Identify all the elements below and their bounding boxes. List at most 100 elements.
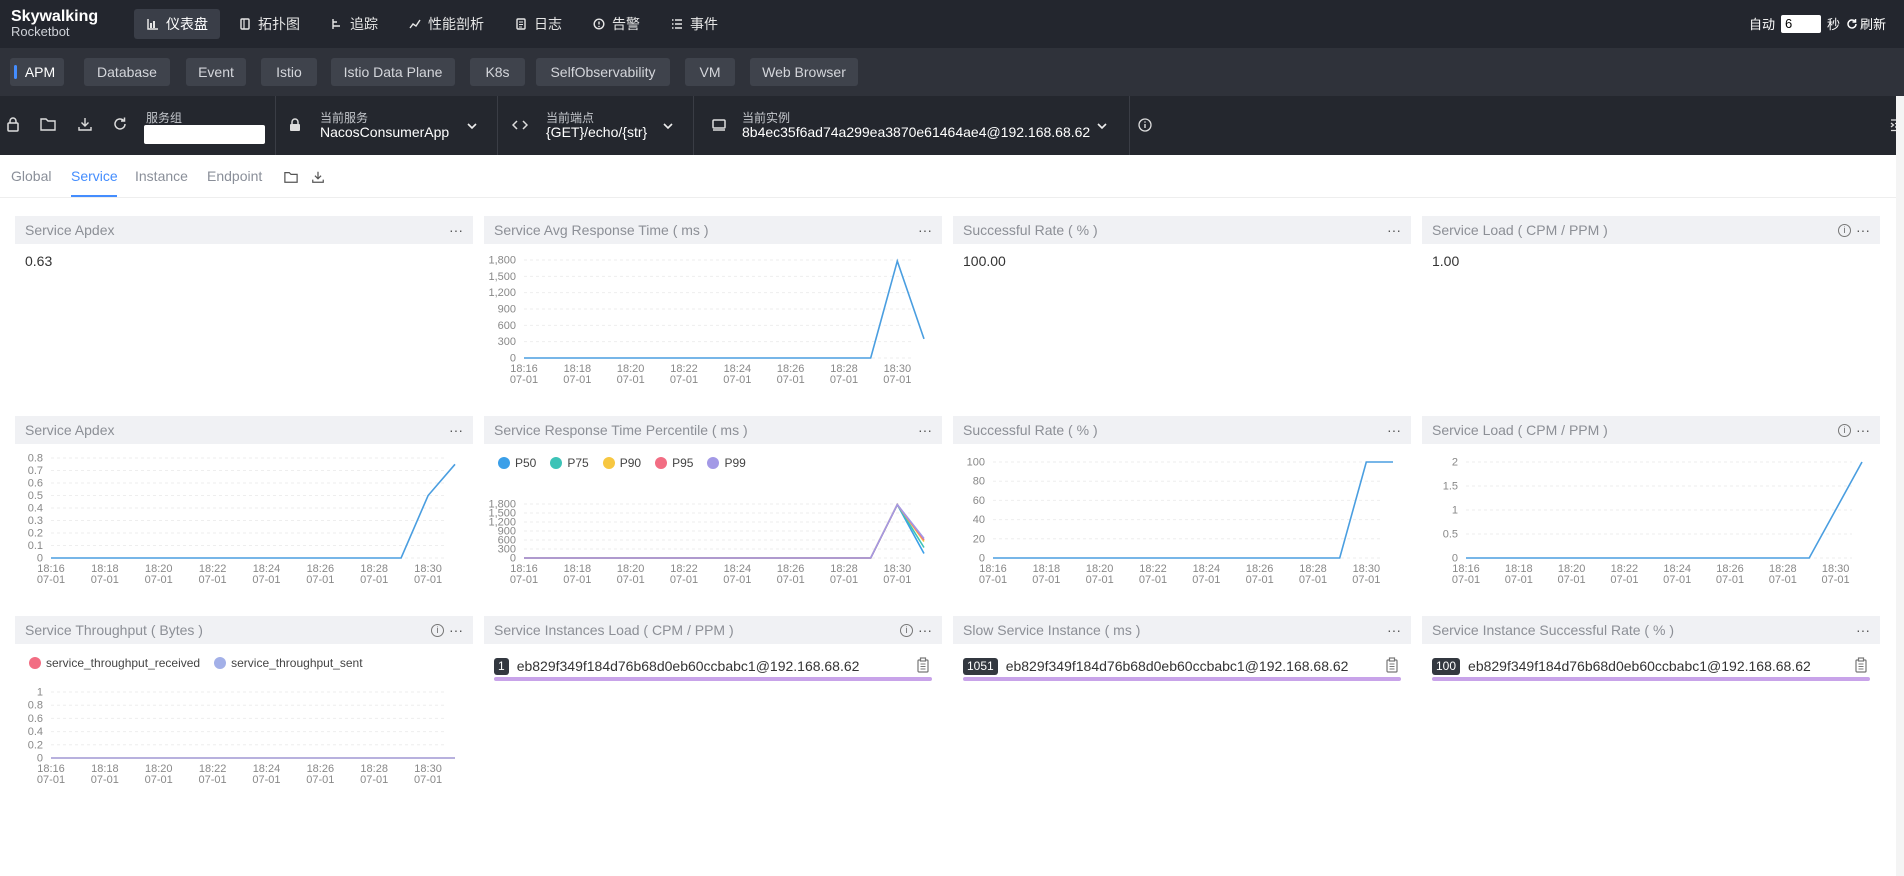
legend-p95[interactable]: P95 (655, 456, 693, 470)
endpoint-selector[interactable]: 当前端点 {GET}/echo/{str} (498, 96, 694, 155)
y-tick-label: 40 (973, 514, 985, 526)
x-tick-label: 18:18 (91, 763, 119, 775)
list-item[interactable]: 1051 eb829f349f184d76b68d0eb60ccbabc1@19… (963, 656, 1401, 676)
nav-log[interactable]: 日志 (502, 9, 574, 39)
nav-trace[interactable]: 追踪 (318, 9, 390, 39)
nav-dashboard[interactable]: 仪表盘 (134, 9, 220, 39)
reload-icon[interactable] (112, 116, 128, 132)
tab-web-browser[interactable]: Web Browser (750, 58, 858, 86)
tab-event[interactable]: Event (186, 58, 246, 86)
legend-p75[interactable]: P75 (550, 456, 589, 470)
legend-received[interactable]: service_throughput_received (29, 656, 200, 670)
card-title: Service Load ( CPM / PPM ) (1432, 422, 1608, 438)
more-icon[interactable]: ··· (1387, 422, 1401, 438)
more-icon[interactable]: ··· (1856, 222, 1870, 238)
y-tick-label: 0.2 (28, 739, 43, 751)
nav-topology[interactable]: 拓扑图 (226, 9, 312, 39)
subtab-endpoint[interactable]: Endpoint (207, 168, 263, 184)
download-icon[interactable] (77, 116, 93, 132)
tab-istio[interactable]: Istio (261, 58, 317, 86)
nav-alarm[interactable]: 告警 (580, 9, 652, 39)
x-tick-label: 18:24 (253, 563, 281, 575)
card-avg-response: Service Avg Response Time ( ms ) ··· 0 300… (484, 216, 942, 406)
clipboard-icon[interactable] (916, 657, 930, 673)
y-tick-label: 1,800 (488, 499, 516, 511)
y-tick-label: 0.1 (28, 540, 43, 552)
tab-database[interactable]: Database (84, 58, 170, 86)
group-input[interactable] (144, 125, 265, 144)
x-tick-label: 18:24 (1193, 563, 1221, 575)
legend-p90[interactable]: P90 (602, 456, 641, 470)
tab-istio-data-plane[interactable]: Istio Data Plane (331, 58, 455, 86)
info-icon[interactable] (1138, 118, 1152, 132)
tab-vm[interactable]: VM (685, 58, 735, 86)
info-icon[interactable]: i (900, 623, 913, 637)
more-icon[interactable]: ··· (918, 622, 932, 638)
instance-selector[interactable]: 当前实例 8b4ec35f6ad74a299ea3870e61464ae4@19… (694, 96, 1130, 155)
interval-input[interactable] (1780, 14, 1821, 33)
tab-web-browser-label: Web Browser (762, 64, 846, 80)
throughput-legend: service_throughput_received service_thro… (29, 656, 363, 670)
x-tick-label: 18:24 (1663, 563, 1691, 575)
x-tick-date: 07-01 (563, 574, 591, 586)
more-icon[interactable]: ··· (918, 222, 932, 238)
y-tick-label: 1,500 (488, 271, 516, 283)
more-icon[interactable]: ··· (449, 622, 463, 638)
legend-p50[interactable]: P50 (498, 456, 536, 470)
tab-selfobservability[interactable]: SelfObservability (536, 58, 670, 86)
x-tick-date: 07-01 (199, 774, 227, 786)
tab-vm-label: VM (699, 64, 721, 80)
tab-apm[interactable]: APM (10, 58, 64, 86)
import-folder-icon[interactable] (284, 170, 298, 184)
nav-event[interactable]: 事件 (658, 9, 730, 39)
more-icon[interactable]: ··· (918, 422, 932, 438)
more-icon[interactable]: ··· (449, 422, 463, 438)
percentile-legend: P50 P75 P90 P95 P99 (498, 456, 746, 470)
subtab-global[interactable]: Global (11, 168, 52, 184)
info-icon[interactable]: i (431, 623, 444, 637)
refresh-button[interactable]: 刷新 (1846, 14, 1886, 33)
topology-icon (238, 17, 252, 31)
tab-k8s[interactable]: K8s (470, 58, 525, 86)
chevron-down-icon (663, 123, 673, 130)
x-tick-label: 18:30 (414, 763, 442, 775)
nav-alarm-label: 告警 (612, 16, 640, 32)
clipboard-icon[interactable] (1385, 657, 1399, 673)
list-item[interactable]: 1 eb829f349f184d76b68d0eb60ccbabc1@192.1… (494, 656, 932, 676)
avg-response-chart: 03006009001,2001,5001,80018:1607-0118:18… (488, 255, 925, 386)
x-tick-date: 07-01 (252, 774, 280, 786)
scrollbar[interactable] (1896, 96, 1904, 876)
folder-icon[interactable] (40, 116, 56, 132)
info-icon[interactable]: i (1838, 223, 1851, 237)
subtab-instance[interactable]: Instance (135, 168, 188, 184)
legend-dot (214, 657, 227, 669)
more-icon[interactable]: ··· (1387, 222, 1401, 238)
nav-log-label: 日志 (534, 16, 562, 32)
legend-dot (655, 457, 668, 469)
clipboard-icon[interactable] (1854, 657, 1868, 673)
card-header: Service Apdex ··· (15, 416, 473, 444)
info-icon[interactable]: i (1838, 423, 1851, 437)
card-service-apdex: Service Apdex ··· 0.63 (15, 216, 473, 406)
more-icon[interactable]: ··· (449, 222, 463, 238)
subtab-service[interactable]: Service (71, 168, 118, 184)
card-header: Service Instance Successful Rate ( % ) ··… (1422, 616, 1880, 644)
more-icon[interactable]: ··· (1387, 622, 1401, 638)
list-item[interactable]: 100 eb829f349f184d76b68d0eb60ccbabc1@192… (1432, 656, 1870, 676)
legend-dot (602, 457, 615, 469)
group-selector[interactable]: 服务组 (136, 96, 276, 155)
nav-profile[interactable]: 性能剖析 (396, 9, 496, 39)
lock-icon[interactable] (5, 116, 21, 132)
export-download-icon[interactable] (311, 170, 325, 184)
service-selector[interactable]: 当前服务 NacosConsumerApp (276, 96, 498, 155)
legend-sent[interactable]: service_throughput_sent (214, 656, 363, 670)
y-tick-label: 0 (979, 553, 985, 565)
card-header: Service Load ( CPM / PPM ) i ··· (1422, 416, 1880, 444)
more-icon[interactable]: ··· (1856, 422, 1870, 438)
card-header: Service Avg Response Time ( ms ) ··· (484, 216, 942, 244)
x-tick-date: 07-01 (563, 374, 591, 386)
more-icon[interactable]: ··· (1856, 622, 1870, 638)
legend-p99[interactable]: P99 (707, 456, 746, 470)
y-tick-label: 0.5 (1443, 529, 1458, 541)
tab-event-label: Event (198, 64, 234, 80)
